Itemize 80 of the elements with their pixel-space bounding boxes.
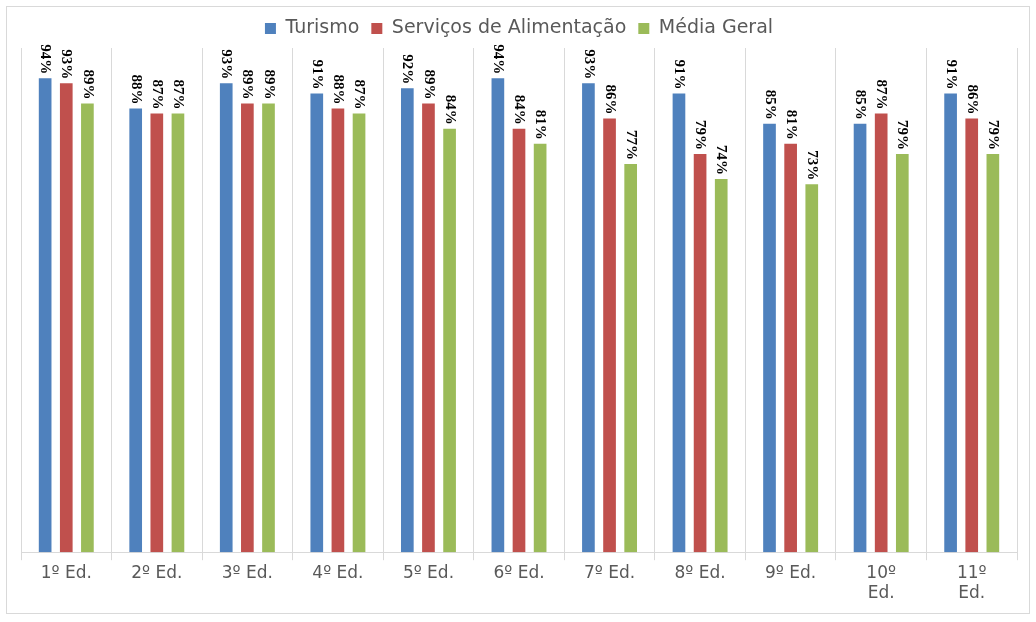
bar: [853, 123, 867, 553]
bar: [331, 108, 345, 553]
data-label: 94%: [38, 44, 55, 75]
data-label: 91%: [309, 59, 326, 90]
bar: [262, 103, 275, 553]
data-label: 81%: [533, 109, 550, 140]
x-tick-label: 11º Ed.: [956, 561, 987, 603]
x-tick-label: 4º Ed.: [312, 561, 364, 582]
bar: [603, 118, 616, 553]
data-label: 73%: [804, 150, 821, 181]
data-label: 91%: [943, 59, 960, 90]
bar: [512, 128, 526, 553]
x-tick-label: 7º Ed.: [583, 561, 636, 582]
data-label: 77%: [623, 129, 640, 160]
data-label: 89%: [261, 69, 278, 100]
data-label: 89%: [80, 69, 97, 100]
data-label: 93%: [219, 49, 236, 80]
x-tick-label: 2º Ed.: [131, 561, 183, 582]
bar: [81, 103, 94, 553]
bar: [400, 88, 414, 553]
bar: [805, 184, 819, 553]
bar: [784, 143, 797, 553]
bar: [895, 153, 909, 553]
bar: [491, 78, 505, 553]
bar: [59, 83, 73, 553]
data-label: 85%: [853, 89, 870, 120]
bar: [171, 113, 185, 553]
bar: [763, 123, 776, 553]
bar: [986, 153, 1000, 553]
data-label: 81%: [783, 109, 800, 140]
data-label: 87%: [352, 79, 369, 110]
bar: [38, 78, 52, 553]
x-tick-label: 9º Ed.: [765, 561, 817, 582]
data-label: 92%: [400, 54, 417, 85]
data-label: 79%: [895, 119, 912, 150]
data-label: 93%: [581, 49, 598, 80]
data-label: 79%: [985, 119, 1002, 150]
data-label: 87%: [171, 79, 188, 110]
bar: [352, 113, 366, 553]
bar: [944, 93, 957, 553]
legend-label: Turismo: [284, 15, 360, 38]
legend-label: Serviços de Alimentação: [391, 15, 627, 38]
data-label: 87%: [149, 79, 166, 110]
bar: [129, 108, 143, 553]
bar: [714, 179, 728, 553]
legend-label: Média Geral: [658, 15, 774, 38]
bar: [422, 103, 435, 553]
x-tick-label: 8º Ed.: [674, 561, 726, 582]
bar: [310, 93, 324, 553]
data-label: 89%: [421, 69, 438, 100]
x-tick-label: 1º Ed.: [40, 561, 92, 582]
bar: [533, 143, 547, 553]
data-label: 87%: [874, 79, 891, 110]
x-tick-label: 10º Ed.: [866, 561, 897, 603]
bar: [874, 113, 888, 553]
bar: [443, 128, 456, 553]
data-label: 79%: [693, 119, 710, 150]
data-label: 91%: [672, 59, 689, 90]
bar: [624, 163, 638, 553]
data-label: 88%: [128, 74, 145, 105]
data-label: 84%: [442, 94, 459, 125]
x-tick-label: 3º Ed.: [221, 561, 273, 582]
data-label: 74%: [714, 145, 731, 176]
x-tick-label: 6º Ed.: [493, 561, 545, 582]
bar: [672, 93, 686, 553]
bar: [965, 118, 979, 553]
bar: [582, 83, 595, 553]
x-tick-label: 5º Ed.: [402, 561, 455, 582]
data-label: 93%: [59, 49, 76, 80]
data-label: 85%: [762, 89, 779, 120]
data-label: 86%: [964, 84, 981, 115]
bar: [219, 83, 233, 553]
data-label: 94%: [491, 44, 507, 75]
bar: [693, 153, 707, 553]
data-label: 89%: [240, 69, 257, 100]
data-label: 88%: [331, 74, 348, 105]
bar: [150, 113, 164, 553]
data-label: 86%: [602, 84, 619, 115]
bar: [241, 103, 254, 553]
data-label: 84%: [512, 94, 529, 125]
